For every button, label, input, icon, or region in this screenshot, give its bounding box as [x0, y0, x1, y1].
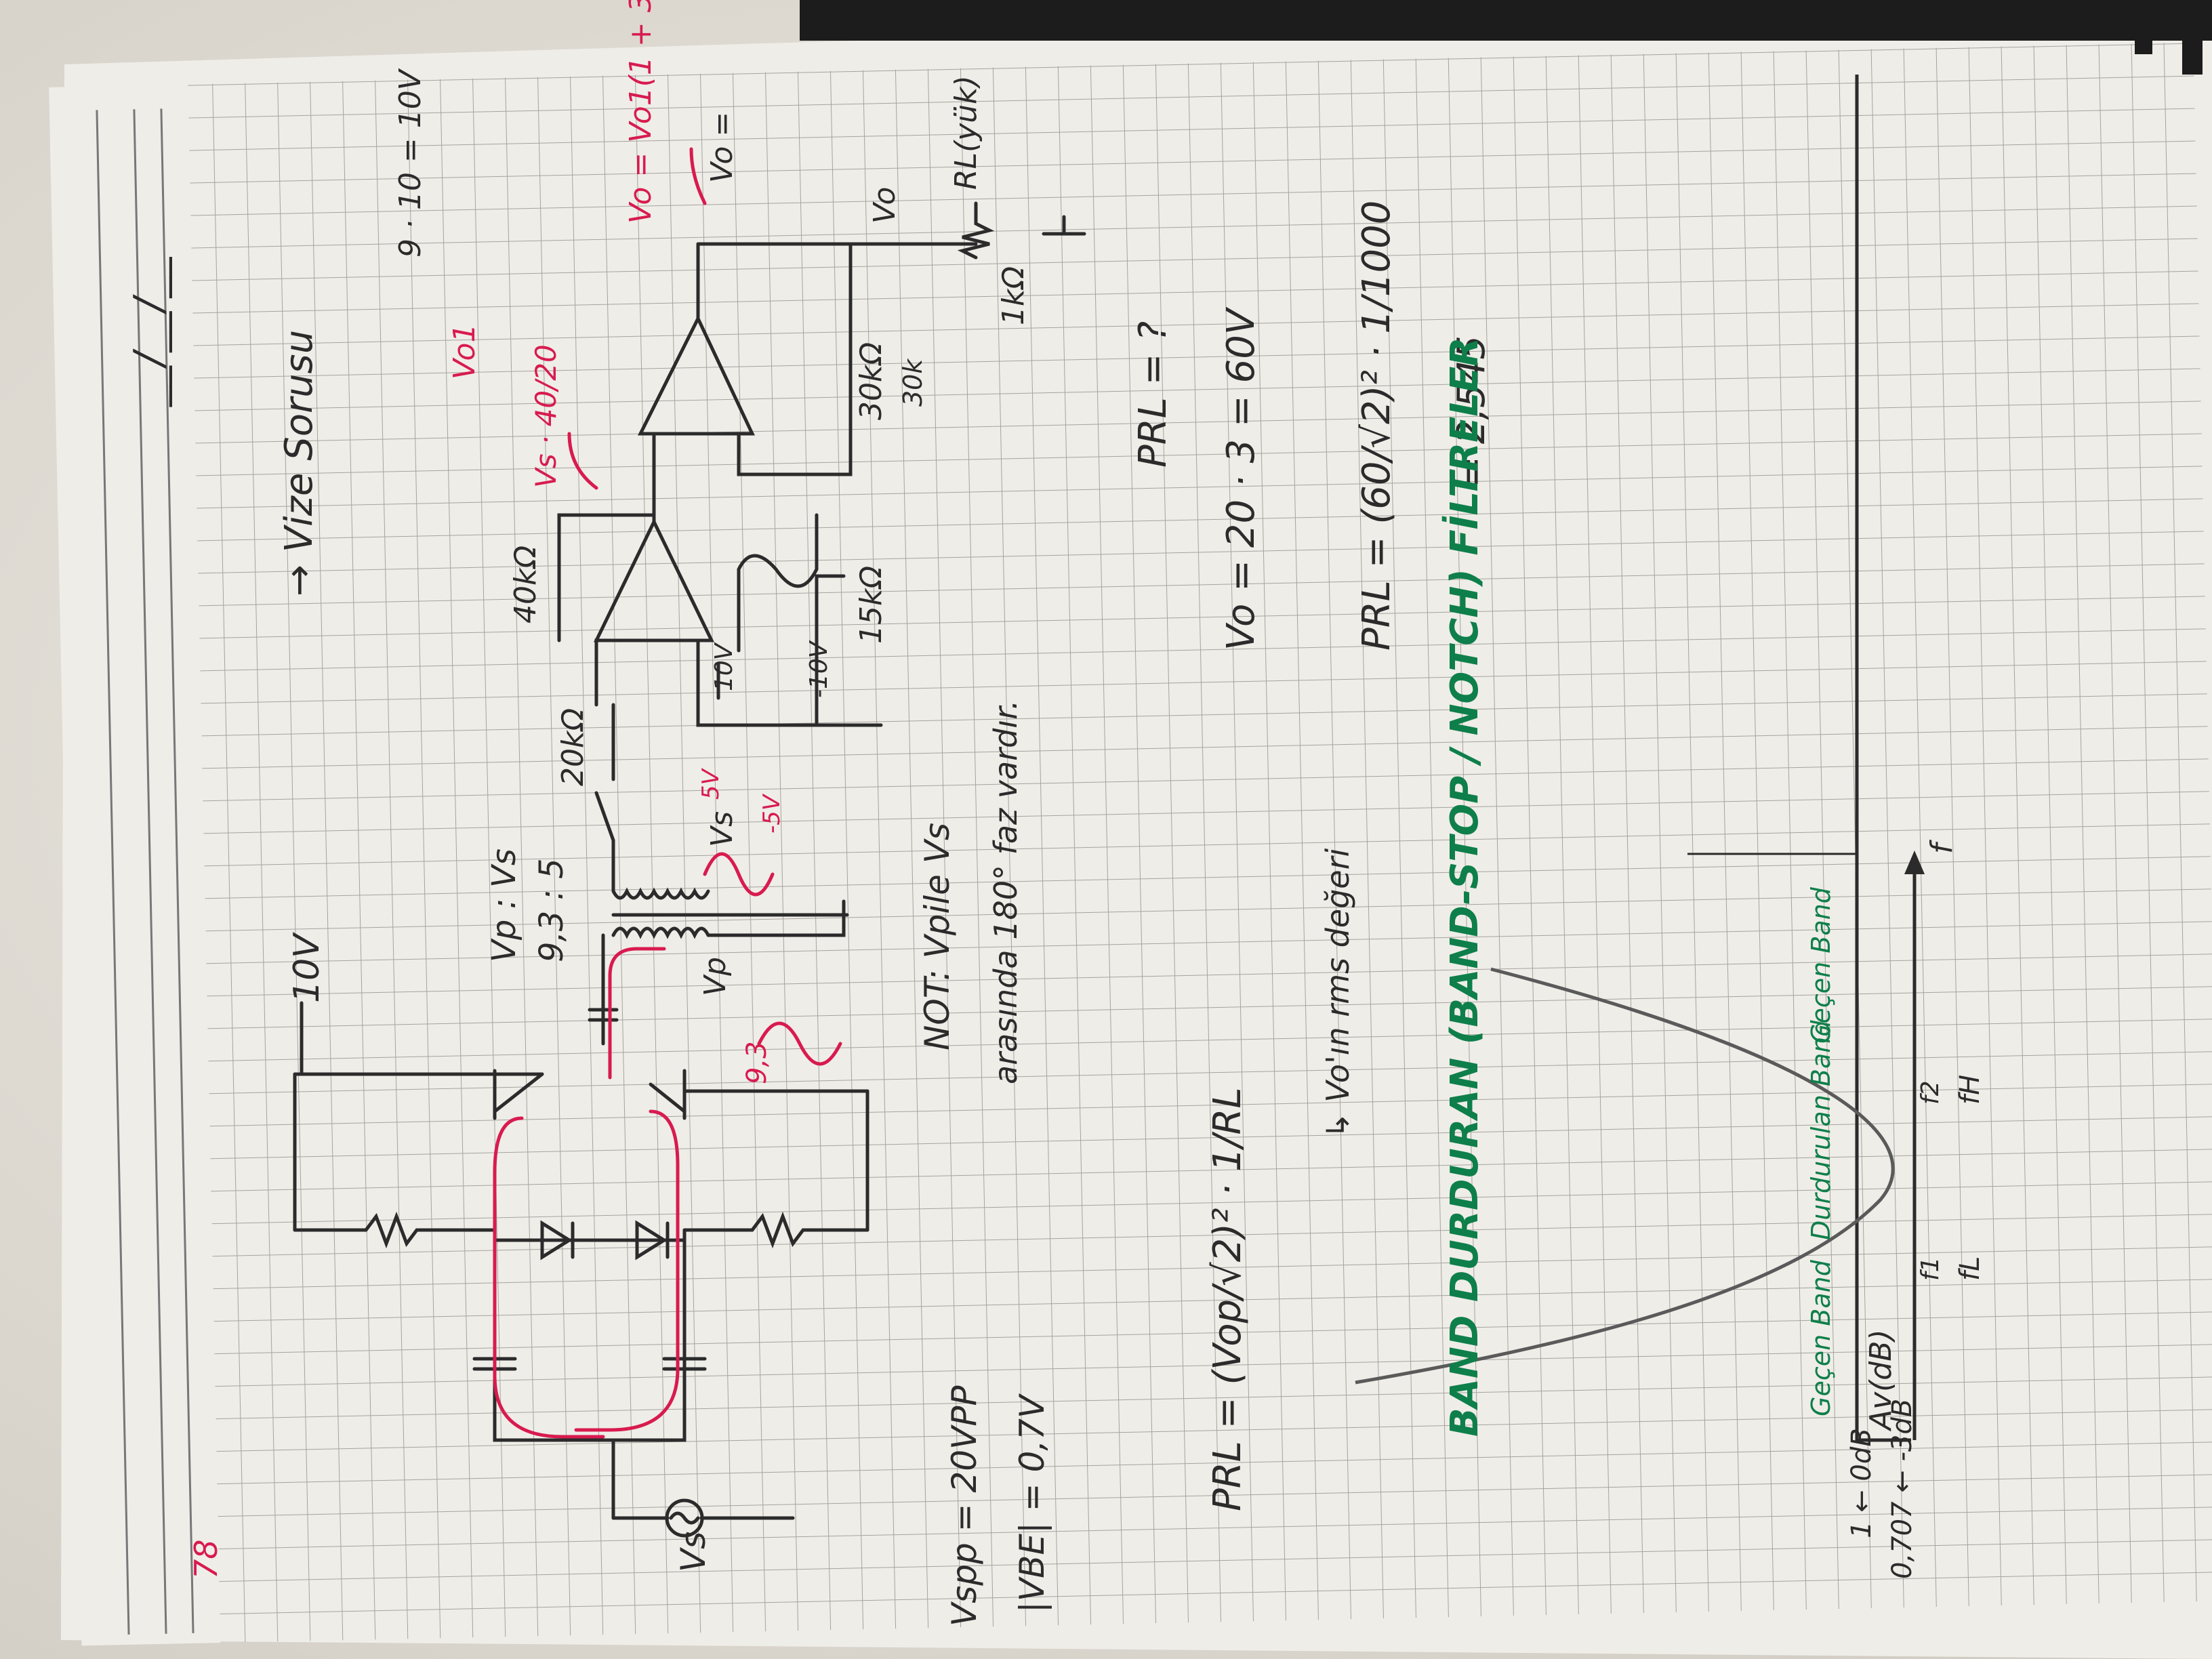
chart-axes [1855, 75, 1911, 1442]
prl-result: = 2,545 [1450, 335, 1494, 488]
sat-pos: 10V [710, 642, 738, 691]
resistor-30k: 30kΩ [854, 342, 888, 420]
ratio-top: Vp : Vs [485, 848, 523, 962]
sat-neg: -10V [805, 640, 833, 698]
y-tick-3db: 0,707 ← -3dB [1887, 1399, 1918, 1579]
vp-label: Vp [698, 957, 733, 996]
red-vo-eq: Vo = Vo1(1 + 30/15) [623, 0, 658, 224]
resistor-15k: 15kΩ [854, 566, 888, 644]
band-stop: Durdurulan Band [1806, 1020, 1836, 1240]
fh-label: fH [1954, 1075, 1986, 1105]
f2-label: f2 [1917, 1080, 1944, 1105]
resistor-30k-alt: 30k [898, 358, 928, 407]
red-vo1: Vo1 [447, 324, 482, 380]
bandstop-chart [1355, 75, 1925, 1442]
fl-label: fL [1954, 1256, 1986, 1281]
response-curve [1355, 967, 1895, 1385]
grid-area [49, 42, 2212, 1646]
vs-source-label: Vs [674, 1532, 713, 1572]
band-pass-right: Geçen Band [1806, 886, 1836, 1044]
output-label: Vo [867, 187, 902, 224]
y-tick-0db: 1 ← 0dB [1846, 1428, 1877, 1538]
vs-label: Vs [705, 811, 739, 847]
resistor-20k: 20kΩ [556, 708, 590, 786]
x-arrow-head [1904, 851, 1925, 874]
section-title: BAND DURDURAN (BAND-STOP / NOTCH) FİLTRE… [1443, 337, 1487, 1437]
vo-result: 9 · 10 = 10V [393, 68, 428, 258]
corner-mark: 78 [188, 1539, 224, 1579]
date-placeholder: __/__/__ [125, 257, 173, 407]
vbe-label: |VBE| = 0,7V [1012, 1393, 1052, 1613]
rl-label: RL(yük) [949, 75, 983, 190]
header-title: → Vize Sorusu [277, 330, 321, 596]
resistor-1k: 1kΩ [996, 266, 1031, 325]
vs-wave-pos: 5V [697, 767, 724, 800]
band-pass-left: Geçen Band [1806, 1259, 1836, 1416]
vs-wave-neg: -5V [758, 793, 785, 834]
red-annotations [493, 147, 842, 1439]
vo-rms-note: ↳ Vo'ın rms değeri [1319, 848, 1356, 1139]
f1-label: f1 [1917, 1256, 1944, 1281]
circuit-drawing [293, 201, 1086, 1538]
opamp-2 [637, 314, 755, 436]
vo-eq-top: Vo = [705, 112, 739, 183]
prl-question: PRL = ? [1131, 321, 1175, 468]
prl-general: PRL = (Vop/√2)² · 1/RL [1206, 1087, 1250, 1511]
spiral-binding [800, 0, 2212, 75]
y-axis-label: Av(dB) [1864, 1329, 1898, 1432]
vspp-label: Vspp = 20VPP [945, 1385, 984, 1626]
vo-line: Vo = 20 · 3 = 60V [1219, 306, 1263, 651]
prl-numeric: PRL = (60/√2)² · 1/1000 [1355, 201, 1399, 651]
ratio-bottom: 9,3 : 5 [533, 858, 571, 962]
red-vs-gain: Vs · 40/20 [529, 344, 562, 488]
supply-label: 10V [287, 932, 327, 1003]
note-line-2: arasında 180° faz vardır. [987, 700, 1024, 1084]
vp-wave-amplitude: 9,3 [741, 1041, 773, 1084]
opamp-1 [594, 518, 714, 642]
note-line-1: NOT: Vpile Vs [918, 823, 957, 1050]
resistor-40k: 40kΩ [508, 546, 543, 623]
